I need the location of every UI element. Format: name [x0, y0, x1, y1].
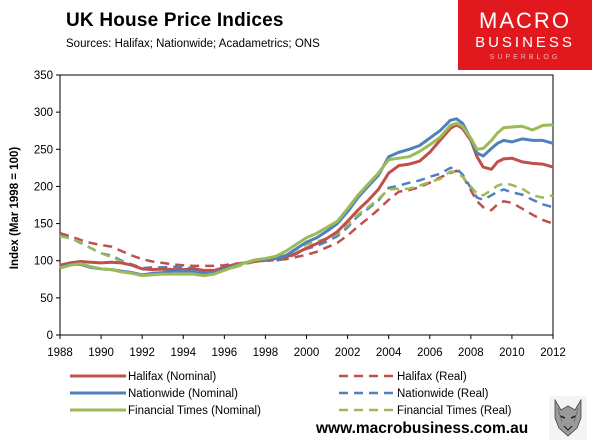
footer-website-link[interactable]: www.macrobusiness.com.au [316, 420, 529, 437]
wolf-logo-icon [549, 396, 587, 440]
y-tick-label: 50 [40, 293, 53, 305]
x-tick-label: 1998 [253, 347, 279, 359]
legend-label-financial-times-real: Financial Times (Real) [397, 405, 512, 417]
y-tick-label: 250 [34, 144, 53, 156]
x-tick-label: 1990 [88, 347, 114, 359]
y-tick-label: 150 [34, 219, 53, 231]
x-tick-label: 2002 [335, 347, 361, 359]
series-line-financial-times [59, 121, 554, 278]
legend-label-nationwide: Nationwide (Nominal) [128, 388, 238, 400]
x-tick-label: 1992 [129, 347, 155, 359]
macrobusiness-logo[interactable]: MACRO BUSINESS SUPERBLOG [458, 0, 592, 70]
series-line-halifax-real [59, 169, 554, 268]
chart-title: UK House Price Indices [66, 10, 284, 31]
series-line-halifax [59, 123, 554, 272]
x-tick-label: 2004 [376, 347, 402, 359]
plot-area [59, 74, 554, 336]
y-tick-label: 200 [34, 181, 53, 193]
x-tick-label: 2010 [499, 347, 525, 359]
y-tick-label: 100 [34, 256, 53, 268]
x-tick-label: 2006 [417, 347, 443, 359]
x-tick-label: 2000 [294, 347, 320, 359]
legend-label-nationwide-real: Nationwide (Real) [397, 388, 489, 400]
logo-text-macro: MACRO [479, 8, 571, 33]
x-tick-label: 2008 [458, 347, 484, 359]
legend-label-halifax: Halifax (Nominal) [128, 371, 216, 383]
x-tick-label: 1988 [47, 347, 73, 359]
y-tick-label: 350 [34, 70, 53, 82]
x-tick-label: 1994 [170, 347, 196, 359]
legend-label-halifax-real: Halifax (Real) [397, 371, 467, 383]
y-tick-label: 300 [34, 107, 53, 119]
logo-text-superblog: SUPERBLOG [489, 54, 561, 61]
logo-text-business: BUSINESS [475, 34, 575, 51]
x-tick-label: 1996 [212, 347, 238, 359]
chart-subtitle: Sources: Halifax; Nationwide; Acadametri… [66, 38, 320, 50]
legend-label-financial-times: Financial Times (Nominal) [128, 405, 261, 417]
y-axis-title: Index (Mar 1998 = 100) [9, 147, 21, 270]
x-tick-label: 2012 [540, 347, 566, 359]
y-tick-label: 0 [47, 330, 53, 342]
